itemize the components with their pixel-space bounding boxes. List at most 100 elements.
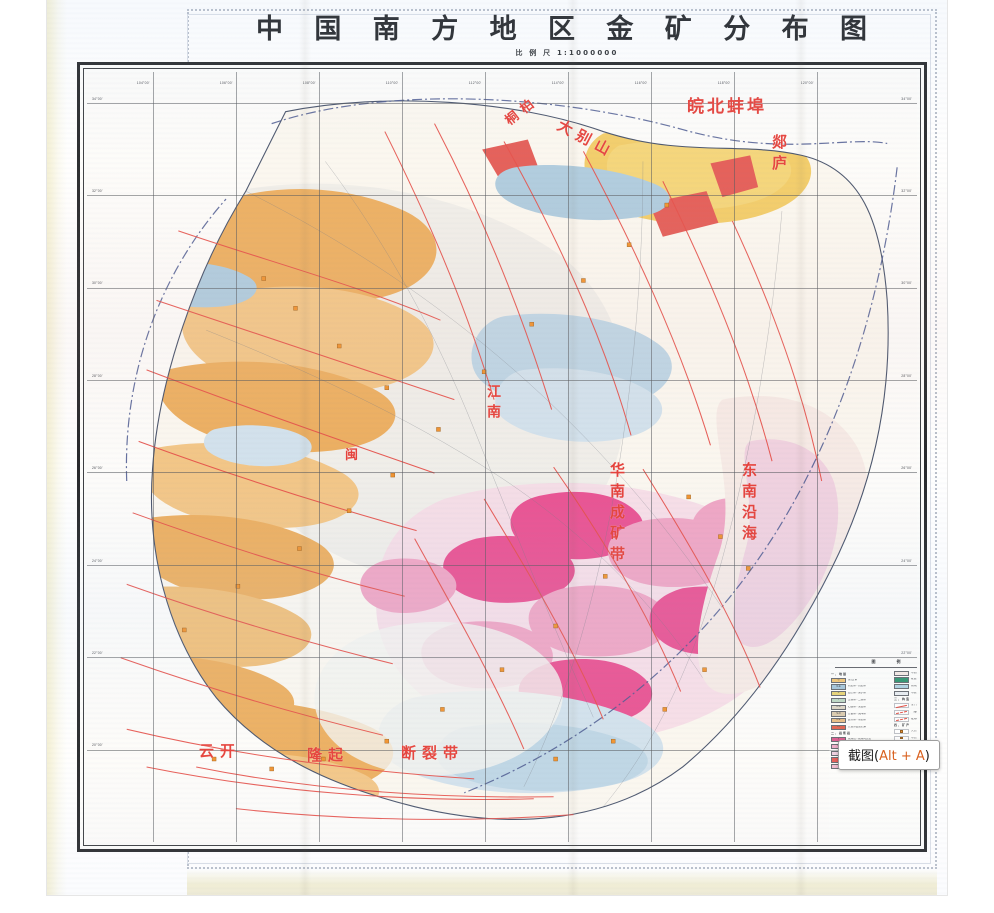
- legend-item: Q 第 四 系: [831, 677, 888, 683]
- geology-polygons: [120, 98, 898, 820]
- legend-group-title: 一、地层: [831, 671, 848, 676]
- legend-label: 中新生代断陷盆地: [911, 692, 917, 695]
- legend-item: 大型金矿床: [894, 728, 917, 734]
- legend-label: 一般断裂: [911, 710, 917, 713]
- legend-point-swatch: [894, 728, 909, 734]
- lat-tick-right: 24°00': [901, 558, 913, 563]
- legend-label: 前寒武纪变质基底隆起: [911, 685, 917, 688]
- legend-label: 白垩系 - 侏罗系: [848, 692, 866, 695]
- screenshot-tooltip: 截图(Alt + A): [838, 740, 940, 770]
- legend-label: 中型金矿床: [911, 736, 917, 739]
- lat-tick-right: 28°00': [901, 373, 913, 378]
- legend-code: Pt: [837, 725, 840, 729]
- legend-code: γ: [837, 737, 840, 741]
- legend-label: 新近系 - 古近系: [848, 685, 866, 688]
- legend-item: C-D 石炭系 - 泥盆系: [831, 704, 888, 710]
- lat-tick-right: 26°00': [901, 466, 913, 471]
- legend-label: 志留系 - 奥陶系: [848, 712, 866, 715]
- legend-item: T 三叠系 - 二叠系: [831, 697, 888, 704]
- lon-tick: 110°00': [385, 81, 399, 86]
- legend-swatch: C-D: [831, 704, 846, 710]
- lat-tick: 24°00': [91, 558, 103, 563]
- legend-swatch: Pt: [831, 725, 846, 731]
- legend-swatch: [894, 684, 909, 690]
- legend-item: 推测断裂: [894, 716, 917, 722]
- legend-item: 晚古生代沉积盆地: [894, 677, 917, 683]
- title-block: 中 国 南 方 地 区 金 矿 分 布 图 比 例 尺 1:1000000: [217, 14, 917, 58]
- legend-item: 前寒武纪变质基底隆起: [894, 684, 917, 690]
- lat-tick-right: 30°00': [901, 281, 913, 286]
- legend-item: 一般断裂: [894, 709, 917, 716]
- lat-tick: 28°00': [91, 373, 103, 378]
- lat-tick: 32°00': [91, 189, 103, 194]
- legend-code: K: [837, 691, 840, 695]
- map-scale-label: 比 例 尺 1:1000000: [515, 49, 619, 58]
- lon-tick: 118°00': [717, 81, 731, 86]
- legend-code: Q: [837, 677, 840, 681]
- legend-label: 三叠系 - 二叠系: [848, 698, 866, 701]
- lat-tick: 34°00': [91, 96, 103, 101]
- legend-swatch: N-E: [831, 684, 846, 690]
- legend-label: 中生代火山岩盆地: [911, 671, 917, 674]
- lat-tick: 26°00': [91, 466, 103, 471]
- lat-tick-right: 32°00': [901, 189, 913, 194]
- tooltip-shortcut: Alt + A: [879, 749, 925, 764]
- legend-item: K 白垩系 - 侏罗系: [831, 691, 888, 697]
- lon-tick: 116°00': [634, 81, 648, 86]
- legend-code: T: [837, 698, 840, 702]
- legend-swatch: K: [831, 691, 846, 697]
- legend-label: 主干深断裂: [911, 704, 917, 707]
- legend-item: 主干深断裂: [894, 703, 917, 709]
- legend-label: 震旦系 - 寒武系: [848, 719, 866, 722]
- legend-swatch: [894, 690, 909, 697]
- legend-group-title: 三、构造: [894, 697, 911, 702]
- legend-swatch: T: [831, 697, 846, 704]
- lon-tick: 112°00': [468, 81, 482, 86]
- tooltip-suffix: ): [924, 749, 930, 764]
- legend-swatch: Q: [831, 677, 846, 683]
- graticule: 104°00' 106°00' 108°00' 110°00' 112°00' …: [87, 72, 917, 842]
- legend-label: 花岗岩 - 花岗闪长岩: [848, 738, 871, 741]
- lon-tick: 106°00': [219, 81, 233, 86]
- tooltip-prefix: 截图(: [848, 749, 880, 764]
- lat-tick: 22°00': [91, 651, 103, 656]
- legend-label: 推测断裂: [911, 717, 917, 720]
- map-title: 中 国 南 方 地 区 金 矿 分 布 图: [256, 14, 878, 45]
- legend-swatch: [894, 677, 909, 683]
- map-canvas[interactable]: 104°00' 106°00' 108°00' 110°00' 112°00' …: [87, 72, 917, 842]
- legend-line-swatch: [894, 703, 909, 709]
- legend-code: N-E: [836, 684, 841, 688]
- legend-label: 石炭系 - 泥盆系: [848, 705, 866, 708]
- legend-label: 大型金矿床: [911, 729, 917, 732]
- legend-item: 中生代火山岩盆地: [894, 670, 917, 676]
- legend-code: C-D: [836, 704, 841, 708]
- legend-item: Pt 元古界变质岩系: [831, 725, 888, 731]
- paper-bottom-edge: [187, 869, 937, 895]
- legend-label: 晚古生代沉积盆地: [911, 678, 917, 681]
- legend-item: S-O 志留系 - 奥陶系: [831, 711, 888, 717]
- lon-tick: 108°00': [302, 81, 316, 86]
- legend-code: S-O: [836, 711, 841, 715]
- lat-tick-right: 34°00': [901, 96, 913, 101]
- legend-label: 第 四 系: [848, 678, 858, 681]
- lat-tick: 20°00': [91, 743, 103, 748]
- lon-tick: 114°00': [551, 81, 565, 86]
- legend-item: Z-Є 震旦系 - 寒武系: [831, 718, 888, 724]
- document-sheet: 中 国 南 方 地 区 金 矿 分 布 图 比 例 尺 1:1000000: [47, 0, 947, 895]
- legend-group-title: 二、岩浆岩: [831, 731, 852, 736]
- lon-tick: 104°00': [136, 81, 150, 86]
- lat-tick-right: 22°00': [901, 651, 913, 656]
- legend-title: 图 例: [871, 659, 911, 664]
- lon-tick: 120°00': [800, 81, 814, 86]
- legend-item: 中新生代断陷盆地: [894, 690, 917, 697]
- lat-tick: 30°00': [91, 281, 103, 286]
- legend-swatch: [894, 670, 909, 676]
- legend-code: Z-Є: [836, 718, 841, 722]
- legend-line-swatch: [894, 716, 909, 722]
- legend-label: 元古界变质岩系: [848, 726, 867, 729]
- legend-divider: [835, 666, 917, 668]
- legend-swatch: Z-Є: [831, 718, 846, 724]
- legend-item: N-E 新近系 - 古近系: [831, 684, 888, 690]
- map-neatline-frame: 104°00' 106°00' 108°00' 110°00' 112°00' …: [77, 62, 927, 852]
